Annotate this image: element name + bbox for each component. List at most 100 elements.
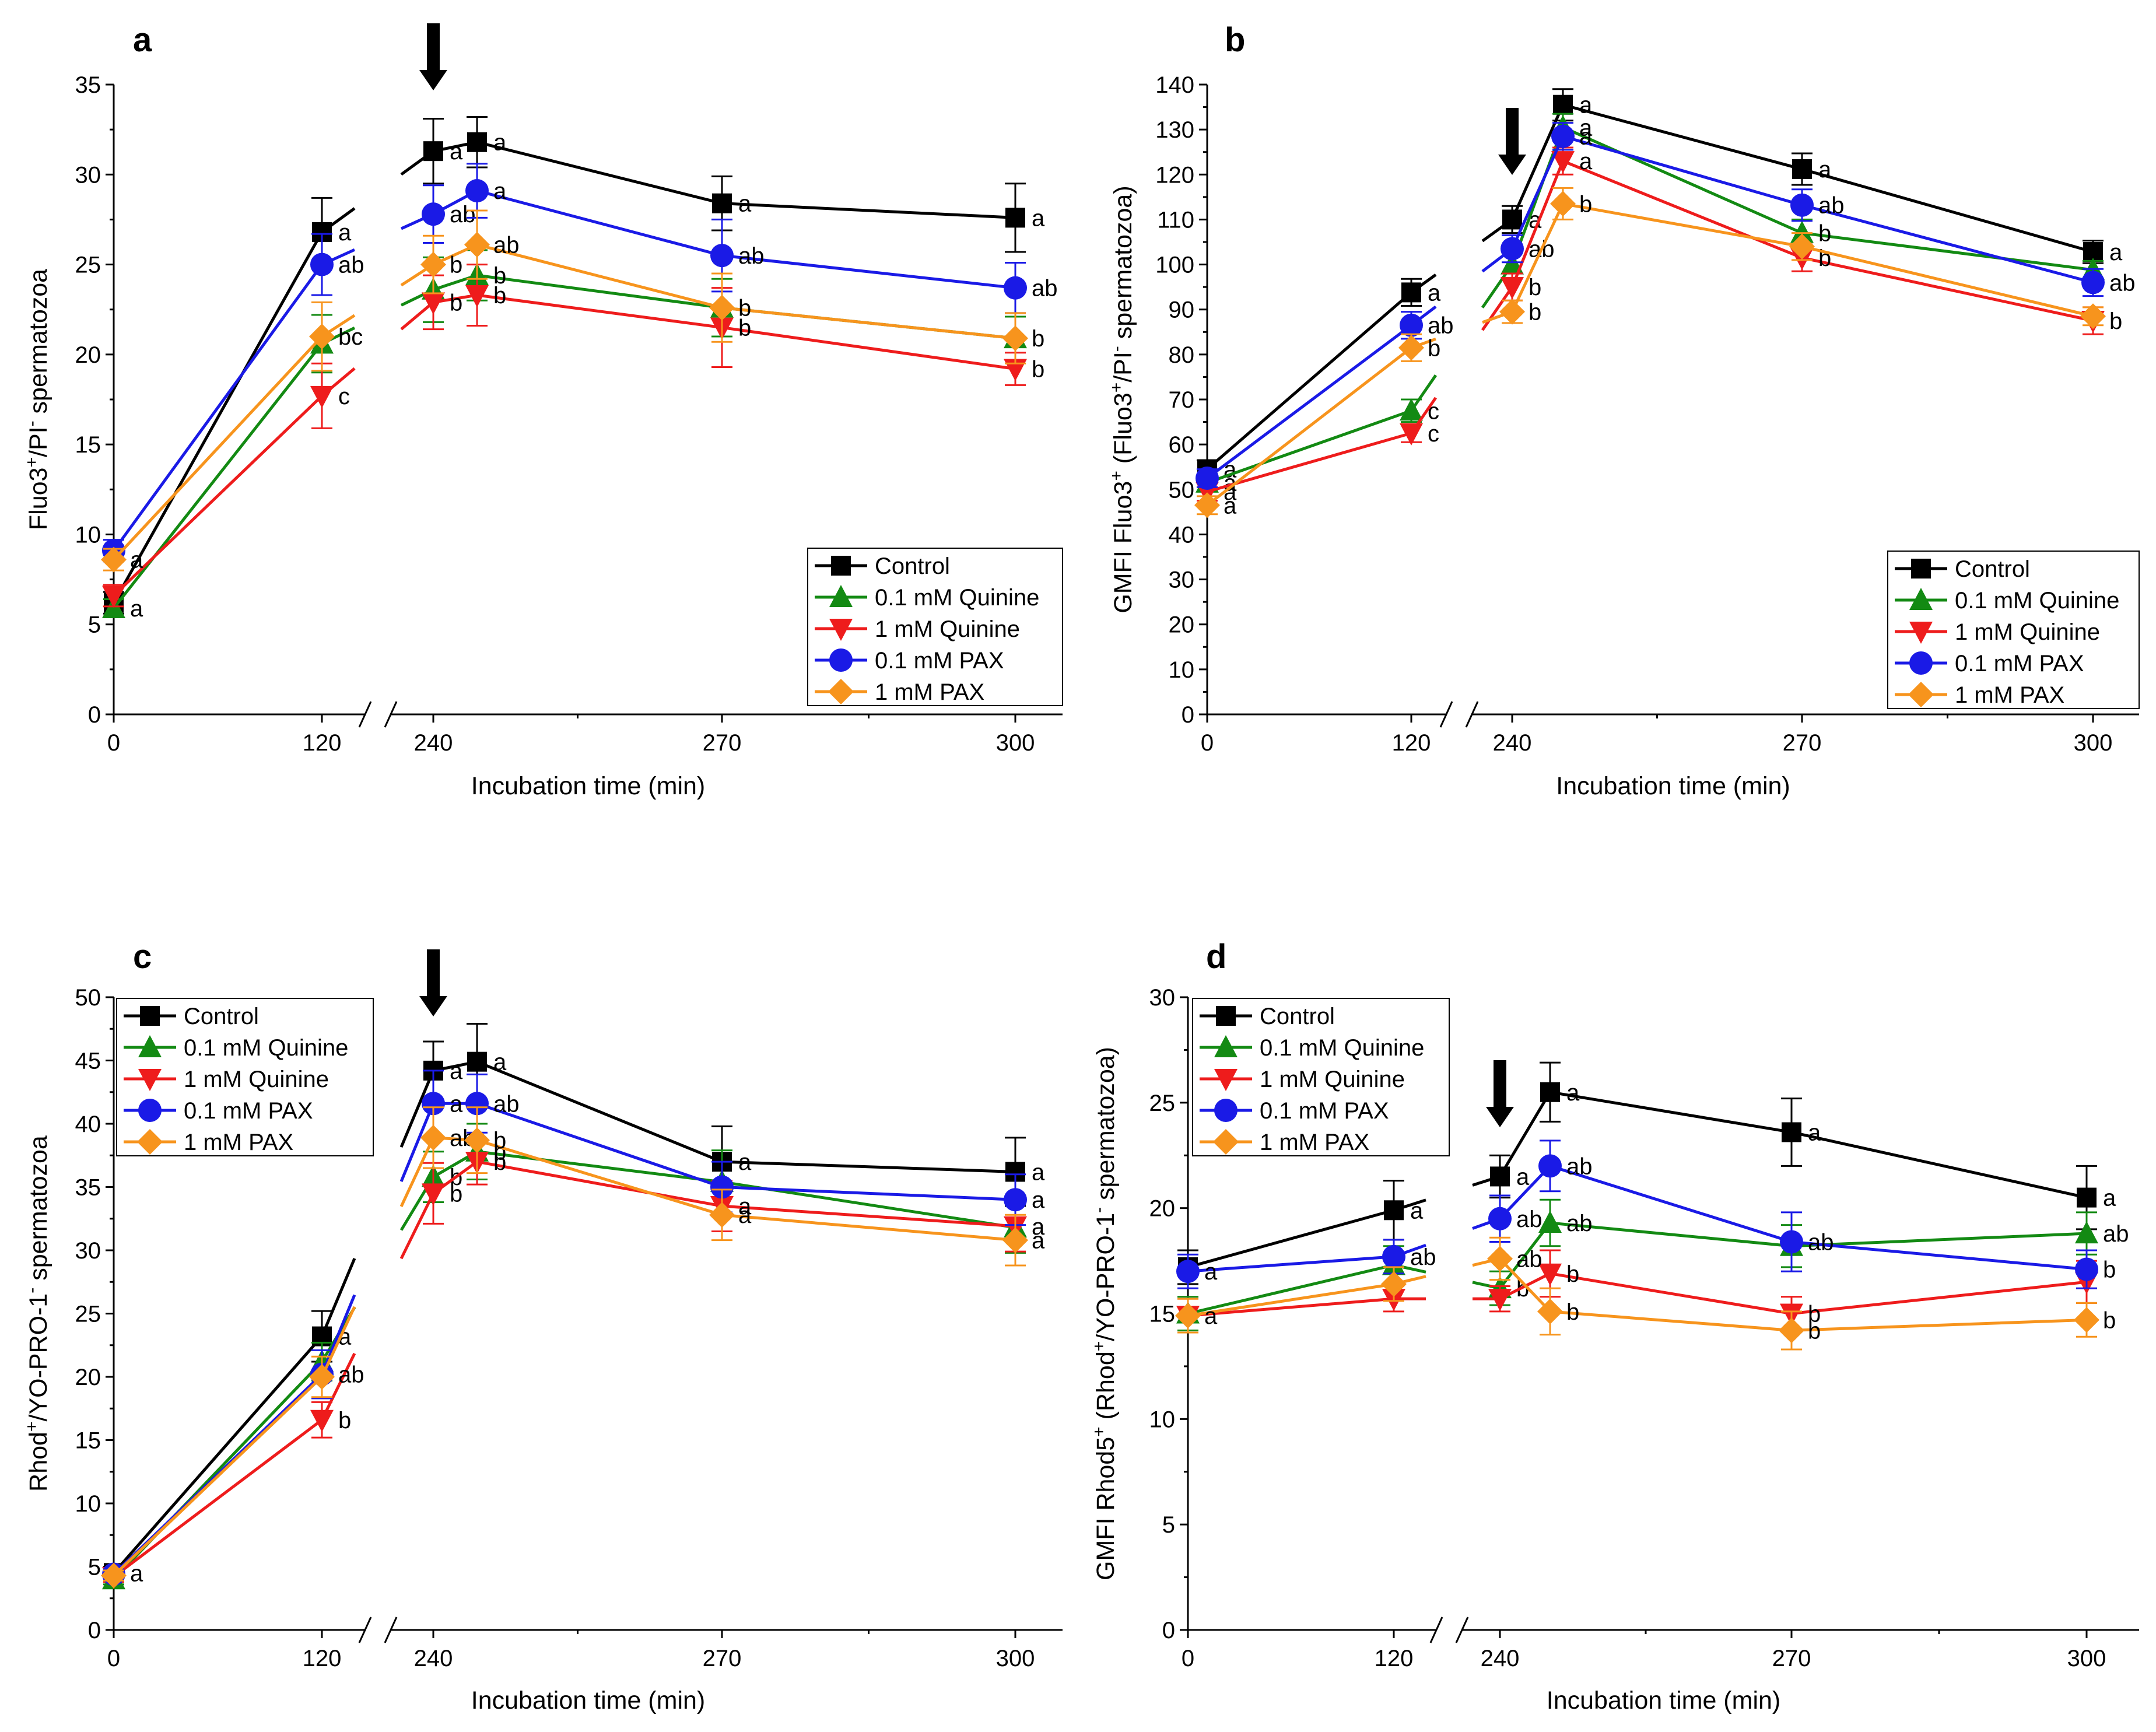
- legend-item: 0.1 mM Quinine: [1895, 588, 2119, 613]
- legend-item: Control: [124, 1004, 259, 1029]
- data-point: [102, 585, 125, 608]
- legend-item: 0.1 mM Quinine: [124, 1035, 348, 1061]
- significance-label: b: [450, 1181, 462, 1207]
- series-line: [113, 367, 356, 597]
- significance-label: a: [1428, 280, 1441, 306]
- data-point: [710, 244, 734, 268]
- x-tick-label: 300: [2074, 730, 2113, 756]
- data-point: [1490, 1166, 1510, 1187]
- y-tick-label: 110: [1157, 207, 1194, 233]
- significance-label: b: [1032, 326, 1044, 352]
- data-point: [1782, 1122, 1801, 1142]
- series-line: [1472, 1221, 2087, 1290]
- x-axis-title: Incubation time (min): [1547, 1687, 1781, 1715]
- x-tick-label: 240: [1493, 730, 1532, 756]
- down-arrow-icon: [419, 949, 447, 1016]
- x-tick-label: 0: [107, 730, 120, 756]
- series-line: [1473, 1272, 2087, 1316]
- data-point: [1005, 208, 1025, 228]
- data-point: [1553, 94, 1573, 115]
- significance-label: b: [1566, 1261, 1579, 1287]
- series-line: [1482, 202, 2094, 324]
- significance-label: b: [493, 1149, 506, 1175]
- data-point: [1538, 1210, 1562, 1233]
- legend-marker: [829, 619, 853, 641]
- y-tick-label: 10: [75, 522, 101, 548]
- data-point: [467, 132, 487, 152]
- significance-label: a: [1579, 124, 1593, 150]
- significance-label: b: [493, 283, 506, 308]
- data-point: [1550, 191, 1576, 217]
- legend-label: Control: [1955, 556, 2030, 582]
- legend-label: 1 mM Quinine: [875, 616, 1020, 642]
- data-point: [2075, 1257, 2098, 1281]
- legend-label: 0.1 mM Quinine: [184, 1035, 348, 1061]
- down-arrow-icon: [419, 23, 447, 90]
- y-tick-label: 50: [1169, 477, 1195, 503]
- y-tick-label: 25: [1149, 1091, 1176, 1116]
- data-point: [422, 202, 445, 226]
- legend-item: 0.1 mM PAX: [815, 648, 1004, 674]
- data-point: [465, 285, 489, 308]
- x-tick-label: 270: [1783, 730, 1822, 756]
- x-tick-label: 300: [996, 730, 1035, 756]
- legend: Control 0.1 mM Quinine 1 mM Quinine 0.1 mM …: [1192, 998, 1450, 1156]
- y-tick-label: 5: [88, 612, 101, 638]
- y-tick-label: 30: [75, 1238, 101, 1264]
- y-tick-label: 20: [75, 342, 101, 368]
- legend-item: 1 mM Quinine: [124, 1067, 329, 1092]
- data-point: [2077, 1187, 2097, 1208]
- y-tick-label: 15: [75, 1428, 101, 1454]
- x-tick-label: 120: [1375, 1646, 1414, 1671]
- series-line: [1481, 125, 2094, 308]
- y-axis-title: Fluo3+/PI- spermatozoa: [22, 269, 53, 530]
- data-point: [1384, 1200, 1404, 1221]
- legend-marker: [831, 556, 851, 576]
- y-tick-label: 50: [75, 985, 101, 1011]
- legend-item: 0.1 mM Quinine: [815, 585, 1039, 611]
- significance-label: a: [1032, 1159, 1045, 1185]
- significance-label: a: [1818, 157, 1832, 183]
- legend-marker: [829, 585, 853, 607]
- y-tick-label: 30: [1149, 985, 1176, 1011]
- chart-panel-c: c 0 5 10 15 20 25 30 35 40 45 50 0 120 240 270 300 Incuba…: [22, 938, 1063, 1715]
- data-point: [420, 1124, 446, 1151]
- significance-label: ab: [450, 202, 476, 227]
- data-point: [1400, 313, 1423, 337]
- legend-label: Control: [1260, 1004, 1335, 1029]
- significance-label: ab: [2109, 270, 2136, 296]
- x-tick-label: 120: [303, 730, 342, 756]
- y-tick-label: 20: [1149, 1196, 1176, 1222]
- y-tick-label: 15: [1149, 1302, 1176, 1327]
- data-point: [101, 546, 127, 573]
- significance-label: a: [1032, 1187, 1045, 1213]
- significance-label: b: [1818, 221, 1831, 247]
- data-point: [1401, 282, 1421, 303]
- significance-label: a: [738, 191, 752, 217]
- legend-marker: [1214, 1099, 1237, 1122]
- legend-marker: [1909, 622, 1933, 644]
- legend-marker: [137, 1129, 163, 1155]
- significance-label: ab: [1032, 276, 1058, 301]
- significance-label: ab: [2103, 1221, 2129, 1247]
- data-point: [464, 232, 490, 258]
- y-tick-label: 30: [1169, 567, 1195, 593]
- series-control: a a a a a: [1177, 1061, 2116, 1285]
- significance-label: ab: [1566, 1154, 1593, 1179]
- significance-label: a: [493, 130, 507, 156]
- legend-label: 1 mM PAX: [1260, 1130, 1369, 1155]
- legend-label: 1 mM PAX: [184, 1130, 293, 1155]
- legend-label: 1 mM Quinine: [184, 1067, 329, 1092]
- y-tick-label: 100: [1155, 253, 1194, 278]
- legend-item: 0.1 mM Quinine: [1200, 1035, 1424, 1061]
- legend-label: 0.1 mM Quinine: [1955, 588, 2119, 613]
- data-point: [1790, 220, 1814, 243]
- legend-marker: [829, 648, 853, 672]
- data-point: [1540, 1082, 1560, 1102]
- legend-item: 1 mM Quinine: [1200, 1067, 1405, 1092]
- legend-marker: [828, 679, 854, 704]
- series-line: [1472, 1164, 2087, 1271]
